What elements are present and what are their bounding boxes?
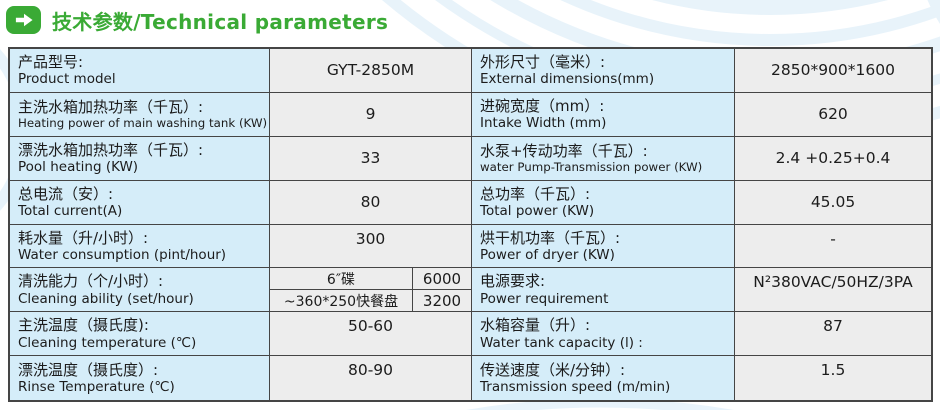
param-value: 620 (735, 92, 931, 136)
param-label-en: Total current(A) (18, 202, 123, 219)
param-label-zh: 产品型号: (18, 53, 84, 72)
table-row: 主洗温度（摄氏度): Cleaning temperature (℃) 50-6… (10, 312, 471, 357)
param-label-zh: 电源要求: (480, 272, 546, 291)
param-label-en: water Pump-Transmission power (KW) (480, 160, 703, 175)
table-row: 烘干机功率（千瓦）: Power of dryer (KW) - (472, 224, 931, 269)
param-value-split: 6″碟 6000 ~360*250快餐盘 3200 (270, 268, 471, 312)
param-label-zh: 进碗宽度（mm）: (480, 96, 605, 115)
param-label-en: Power requirement (480, 290, 609, 307)
param-value: GYT-2850M (270, 49, 471, 92)
table-row: 主洗水箱加热功率（千瓦）: Heating power of main wash… (10, 92, 471, 137)
param-label: 烘干机功率（千瓦）: Power of dryer (KW) (472, 224, 735, 268)
param-label: 漂洗温度（摄氏度）: Rinse Temperature (℃) (10, 356, 270, 400)
param-label-zh: 烘干机功率（千瓦）: (480, 228, 621, 247)
param-label-zh: 总功率（千瓦）: (480, 184, 591, 203)
param-label: 水泵+传动功率（千瓦）: water Pump-Transmission pow… (472, 136, 735, 180)
table-row: 漂洗水箱加热功率（千瓦）: Pool heating (KW) 33 (10, 136, 471, 181)
param-label-zh: 漂洗温度（摄氏度）: (18, 360, 159, 379)
param-label-en: Cleaning temperature (℃) (18, 334, 197, 351)
table-row: 总电流（安）: Total current(A) 80 (10, 180, 471, 225)
param-value: 2850*900*1600 (735, 49, 931, 92)
table-row: 耗水量（升/小时）: Water consumption (pint/hour)… (10, 224, 471, 269)
param-value: 9 (270, 92, 471, 136)
param-label-zh: 水泵+传动功率（千瓦）: (480, 141, 648, 160)
param-label: 主洗温度（摄氏度): Cleaning temperature (℃) (10, 312, 270, 356)
table-row: 清洗能力（个/小时）: Cleaning ability (set/hour) … (10, 268, 471, 313)
param-label-en: Rinse Temperature (℃) (18, 378, 175, 395)
table-row: 电源要求: Power requirement N²380VAC/50HZ/3P… (472, 268, 931, 313)
param-label: 总电流（安）: Total current(A) (10, 180, 270, 224)
technical-parameters-table: 产品型号: Product model GYT-2850M 主洗水箱加热功率（千… (8, 47, 933, 402)
param-label-en: Pool heating (KW) (18, 159, 139, 176)
param-label-en: External dimensions(mm) (480, 71, 655, 88)
param-label-zh: 外形尺寸（毫米）: (480, 53, 606, 72)
param-label-zh: 漂洗水箱加热功率（千瓦）: (18, 140, 204, 159)
section-title: 技术参数/Technical parameters (52, 9, 389, 34)
param-label: 传送速度（米/分钟）: Transmission speed (m/min) (472, 356, 735, 400)
param-label: 总功率（千瓦）: Total power (KW) (472, 180, 735, 224)
table-row: 总功率（千瓦）: Total power (KW) 45.05 (472, 180, 931, 225)
param-label: 进碗宽度（mm）: Intake Width (mm) (472, 92, 735, 136)
split-item-value: 6000 (422, 269, 462, 288)
param-value: N²380VAC/50HZ/3PA (735, 268, 931, 312)
param-label-en: Power of dryer (KW) (480, 246, 615, 263)
table-right-half: 外形尺寸（毫米）: External dimensions(mm) 2850*9… (471, 49, 931, 400)
param-label-zh: 清洗能力（个/小时）: (18, 272, 164, 291)
param-label-zh: 水箱容量（升）: (480, 316, 591, 335)
param-label: 主洗水箱加热功率（千瓦）: Heating power of main wash… (10, 92, 270, 136)
param-label-zh: 主洗水箱加热功率（千瓦）: (18, 97, 204, 116)
param-label: 电源要求: Power requirement (472, 268, 735, 312)
param-label-zh: 总电流（安）: (18, 184, 114, 203)
arrow-right-icon (6, 6, 41, 34)
param-label-zh: 耗水量（升/小时）: (18, 228, 149, 247)
param-label: 清洗能力（个/小时）: Cleaning ability (set/hour) (10, 268, 270, 312)
param-label-en: Total power (KW) (480, 202, 595, 219)
param-label: 外形尺寸（毫米）: External dimensions(mm) (472, 49, 735, 92)
table-row: 外形尺寸（毫米）: External dimensions(mm) 2850*9… (472, 49, 931, 93)
table-row: 水泵+传动功率（千瓦）: water Pump-Transmission pow… (472, 136, 931, 181)
param-value: 300 (270, 224, 471, 268)
table-row: 水箱容量（升）: Water tank capacity (l) : 87 (472, 312, 931, 357)
table-row: 漂洗温度（摄氏度）: Rinse Temperature (℃) 80-90 (10, 356, 471, 400)
table-row: 传送速度（米/分钟）: Transmission speed (m/min) 1… (472, 356, 931, 400)
split-sub-row: 6″碟 6000 (270, 268, 471, 290)
table-row: 产品型号: Product model GYT-2850M (10, 49, 471, 93)
split-sub-row: ~360*250快餐盘 3200 (270, 289, 471, 312)
param-label: 耗水量（升/小时）: Water consumption (pint/hour) (10, 224, 270, 268)
param-value: 33 (270, 136, 471, 180)
param-label-zh: 主洗温度（摄氏度): (18, 316, 149, 335)
param-label-en: Transmission speed (m/min) (480, 378, 671, 395)
param-label: 产品型号: Product model (10, 49, 270, 92)
param-value: 80-90 (270, 356, 471, 400)
param-value: 2.4 +0.25+0.4 (735, 136, 931, 180)
split-item-value: 3200 (422, 291, 462, 310)
param-label-en: Cleaning ability (set/hour) (18, 290, 194, 307)
param-label-en: Product model (18, 71, 116, 88)
split-item-label: ~360*250快餐盘 (270, 290, 413, 312)
param-value: - (735, 224, 931, 268)
table-row: 进碗宽度（mm）: Intake Width (mm) 620 (472, 92, 931, 137)
param-value: 87 (735, 312, 931, 356)
param-label-en: Water consumption (pint/hour) (18, 246, 227, 263)
param-label-zh: 传送速度（米/分钟）: (480, 360, 626, 379)
param-value: 1.5 (735, 356, 931, 400)
section-header: 技术参数/Technical parameters (6, 4, 388, 36)
param-label-en: Water tank capacity (l) : (480, 334, 643, 351)
param-value: 80 (270, 180, 471, 224)
param-value: 45.05 (735, 180, 931, 224)
split-item-label: 6″碟 (270, 268, 413, 290)
param-label: 漂洗水箱加热功率（千瓦）: Pool heating (KW) (10, 136, 270, 180)
param-value: 50-60 (270, 312, 471, 356)
param-label-en: Intake Width (mm) (480, 115, 607, 132)
table-left-half: 产品型号: Product model GYT-2850M 主洗水箱加热功率（千… (10, 49, 471, 400)
param-label: 水箱容量（升）: Water tank capacity (l) : (472, 312, 735, 356)
param-label-en: Heating power of main washing tank (KW) (18, 116, 268, 131)
